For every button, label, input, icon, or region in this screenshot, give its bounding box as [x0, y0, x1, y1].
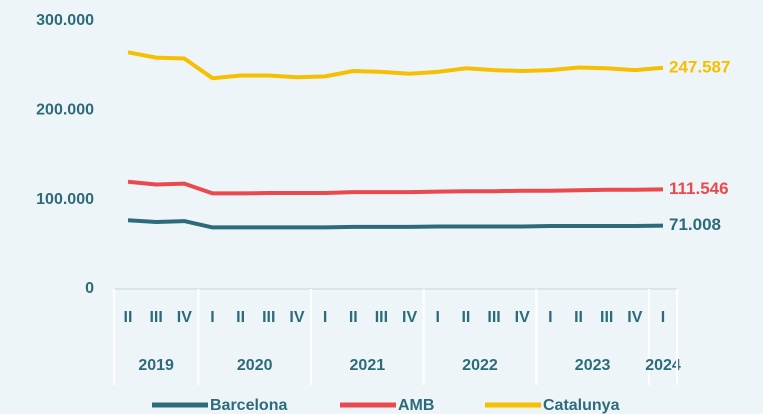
- y-tick-label: 0: [85, 280, 94, 297]
- x-tick-label: III: [149, 309, 162, 326]
- y-tick-label: 100.000: [36, 191, 94, 208]
- x-tick-label: IV: [177, 309, 192, 326]
- x-tick-label: III: [487, 309, 500, 326]
- year-label: 2020: [237, 357, 273, 374]
- x-tick-label: IV: [515, 309, 530, 326]
- x-tick-label: III: [375, 309, 388, 326]
- year-label: 2022: [462, 357, 498, 374]
- y-tick-label: 200.000: [36, 102, 94, 119]
- series-line: [127, 218, 664, 230]
- x-tick-label: IV: [627, 309, 642, 326]
- x-tick-label: I: [548, 309, 552, 326]
- x-tick-label: I: [436, 309, 440, 326]
- x-tick-label: II: [461, 309, 470, 326]
- x-tick-label: II: [124, 309, 133, 326]
- value-label: 247.587: [669, 57, 730, 76]
- x-tick-label: I: [210, 309, 214, 326]
- series-line: [127, 50, 664, 81]
- x-tick-label: I: [323, 309, 327, 326]
- x-tick-label: IV: [402, 309, 417, 326]
- x-tick-label: III: [600, 309, 613, 326]
- x-tick-label: II: [574, 309, 583, 326]
- series-line: [127, 179, 664, 196]
- x-tick-label: IV: [289, 309, 304, 326]
- year-label: 2023: [575, 357, 611, 374]
- value-label: 71.008: [669, 215, 721, 234]
- year-label: 2024: [645, 357, 681, 374]
- value-label: 111.546: [669, 179, 729, 198]
- legend-label: Catalunya: [543, 397, 620, 414]
- x-tick-label: I: [661, 309, 665, 326]
- x-tick-label: II: [236, 309, 245, 326]
- legend-label: AMB: [398, 397, 434, 414]
- y-tick-label: 300.000: [36, 12, 94, 29]
- x-tick-label: II: [349, 309, 358, 326]
- year-label: 2019: [138, 357, 174, 374]
- x-tick-label: III: [262, 309, 275, 326]
- year-label: 2021: [350, 357, 386, 374]
- legend-label: Barcelona: [210, 397, 287, 414]
